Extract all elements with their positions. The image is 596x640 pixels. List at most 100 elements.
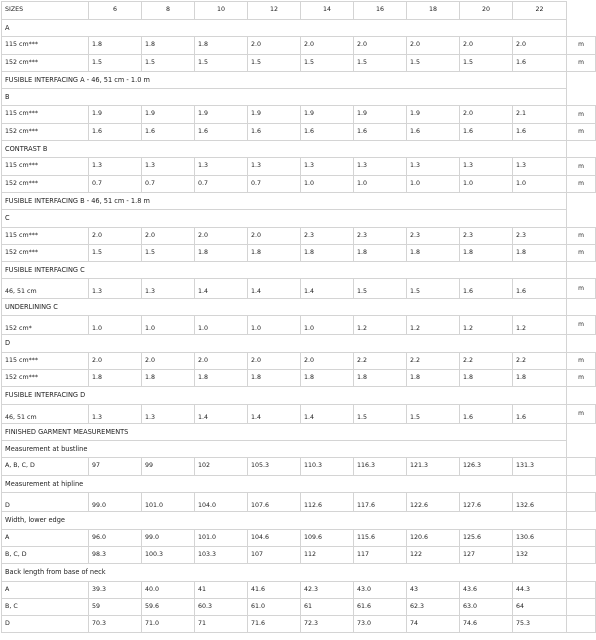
value-cell: 131.3 xyxy=(512,457,567,476)
value-cell: 126.3 xyxy=(459,457,513,476)
value-cell: 61.0 xyxy=(247,597,301,617)
table-row: A 96.0 99.0 101.0 104.6 109.6 115.6 120.6 125.6 1… xyxy=(1,528,596,547)
unit-cell: m xyxy=(566,351,596,370)
row-label: 46, 51 cm xyxy=(1,278,89,299)
value-cell: 1.6 xyxy=(459,278,513,299)
value-cell: 1.3 xyxy=(194,157,248,176)
value-cell: 1.5 xyxy=(353,53,407,72)
value-cell: 2.0 xyxy=(300,36,354,55)
section-title: FINISHED GARMENT MEASUREMENTS xyxy=(1,422,567,442)
value-cell: 74 xyxy=(406,615,460,634)
value-cell: 2.2 xyxy=(512,351,567,370)
section-title: FUSIBLE INTERFACING A - 46, 51 cm - 1.0 … xyxy=(1,70,567,90)
value-cell: 2.0 xyxy=(512,36,567,55)
value-cell: 2.2 xyxy=(406,351,460,370)
value-cell: 43.0 xyxy=(353,580,407,599)
section-title: FUSIBLE INTERFACING B - 46, 51 cm - 1.8 … xyxy=(1,191,567,211)
value-cell: 2.0 xyxy=(194,226,248,245)
row-label: B, C xyxy=(1,597,89,617)
value-cell: 1.0 xyxy=(406,174,460,193)
value-cell: 1.2 xyxy=(459,315,513,336)
value-cell: 115.6 xyxy=(353,528,407,547)
value-cell: 1.0 xyxy=(512,174,567,193)
unit-cell: m xyxy=(566,105,596,124)
value-cell: 2.1 xyxy=(512,105,567,124)
value-cell: 1.4 xyxy=(247,403,301,424)
row-label: 152 cm*** xyxy=(1,53,89,72)
unit-cell: m xyxy=(566,174,596,193)
value-cell: 112 xyxy=(300,545,354,565)
value-cell: 1.5 xyxy=(406,53,460,72)
value-cell: 1.0 xyxy=(194,315,248,336)
value-cell: 1.0 xyxy=(353,174,407,193)
section-row: FUSIBLE INTERFACING B - 46, 51 cm - 1.8 … xyxy=(1,191,596,211)
value-cell: 1.6 xyxy=(512,122,567,142)
table-row: A 39.3 40.0 41 41.6 42.3 43.0 43 43.6 44.3 xyxy=(1,580,596,599)
section-row: Width, lower edge xyxy=(1,511,596,530)
value-cell: 1.2 xyxy=(512,315,567,336)
value-cell: 63.0 xyxy=(459,597,513,617)
value-cell: 2.0 xyxy=(88,351,142,370)
unit-cell xyxy=(566,615,596,634)
value-cell: 1.5 xyxy=(353,403,407,424)
section-title: Measurement at bustline xyxy=(1,440,567,459)
row-label: 46, 51 cm xyxy=(1,403,89,424)
value-cell: 1.0 xyxy=(247,315,301,336)
value-cell: 1.8 xyxy=(141,36,195,55)
value-cell: 1.8 xyxy=(406,243,460,263)
value-cell: 1.3 xyxy=(353,157,407,176)
value-cell: 130.6 xyxy=(512,528,567,547)
value-cell: 1.9 xyxy=(353,105,407,124)
section-row: FUSIBLE INTERFACING C xyxy=(1,261,596,280)
value-cell: 1.0 xyxy=(88,315,142,336)
row-label: 152 cm*** xyxy=(1,122,89,142)
section-title: FUSIBLE INTERFACING C xyxy=(1,261,567,280)
value-cell: 2.0 xyxy=(300,351,354,370)
unit-cell xyxy=(566,545,596,565)
value-cell: 1.0 xyxy=(300,315,354,336)
table-row: 152 cm* 1.0 1.0 1.0 1.0 1.0 1.2 1.2 1.2 1.2 m xyxy=(1,315,596,336)
unit-cell xyxy=(566,457,596,476)
size-header: 16 xyxy=(353,1,407,20)
row-label: A xyxy=(1,528,89,547)
section-unit-spacer xyxy=(567,475,596,492)
value-cell: 59.6 xyxy=(141,597,195,617)
value-cell: 1.9 xyxy=(247,105,301,124)
value-cell: 1.3 xyxy=(459,157,513,176)
value-cell: 43 xyxy=(406,580,460,599)
value-cell: 1.5 xyxy=(141,243,195,263)
row-label: 152 cm*** xyxy=(1,368,89,388)
value-cell: 1.3 xyxy=(406,157,460,176)
unit-cell: m xyxy=(566,122,596,142)
value-cell: 2.0 xyxy=(141,226,195,245)
value-cell: 122.6 xyxy=(406,492,460,513)
value-cell: 1.8 xyxy=(194,243,248,263)
value-cell: 1.4 xyxy=(300,278,354,299)
size-header: 8 xyxy=(141,1,195,20)
value-cell: 1.6 xyxy=(353,122,407,142)
value-cell: 1.9 xyxy=(300,105,354,124)
section-unit-spacer xyxy=(567,210,596,227)
unit-cell: m xyxy=(566,157,596,176)
value-cell: 74.6 xyxy=(459,615,513,634)
value-cell: 1.8 xyxy=(459,368,513,388)
row-label: A xyxy=(1,580,89,599)
value-cell: 2.0 xyxy=(406,36,460,55)
unit-cell xyxy=(566,492,596,513)
size-header: 12 xyxy=(247,1,301,20)
value-cell: 1.6 xyxy=(512,278,567,299)
value-cell: 2.0 xyxy=(247,351,301,370)
value-cell: 1.5 xyxy=(247,53,301,72)
section-unit-spacer xyxy=(567,335,596,352)
table-row: 115 cm*** 2.0 2.0 2.0 2.0 2.3 2.3 2.3 2.3 2.3 m xyxy=(1,226,596,245)
section-row: FUSIBLE INTERFACING A - 46, 51 cm - 1.0 … xyxy=(1,70,596,90)
section-title: A xyxy=(1,18,567,38)
table-row: D 70.3 71.0 71 71.6 72.3 73.0 74 74.6 75.3 xyxy=(1,615,596,634)
row-label: 115 cm*** xyxy=(1,226,89,245)
value-cell: 1.4 xyxy=(300,403,354,424)
value-cell: 1.8 xyxy=(247,243,301,263)
section-unit-spacer xyxy=(567,71,596,88)
section-unit-spacer xyxy=(567,512,596,529)
value-cell: 2.2 xyxy=(459,351,513,370)
